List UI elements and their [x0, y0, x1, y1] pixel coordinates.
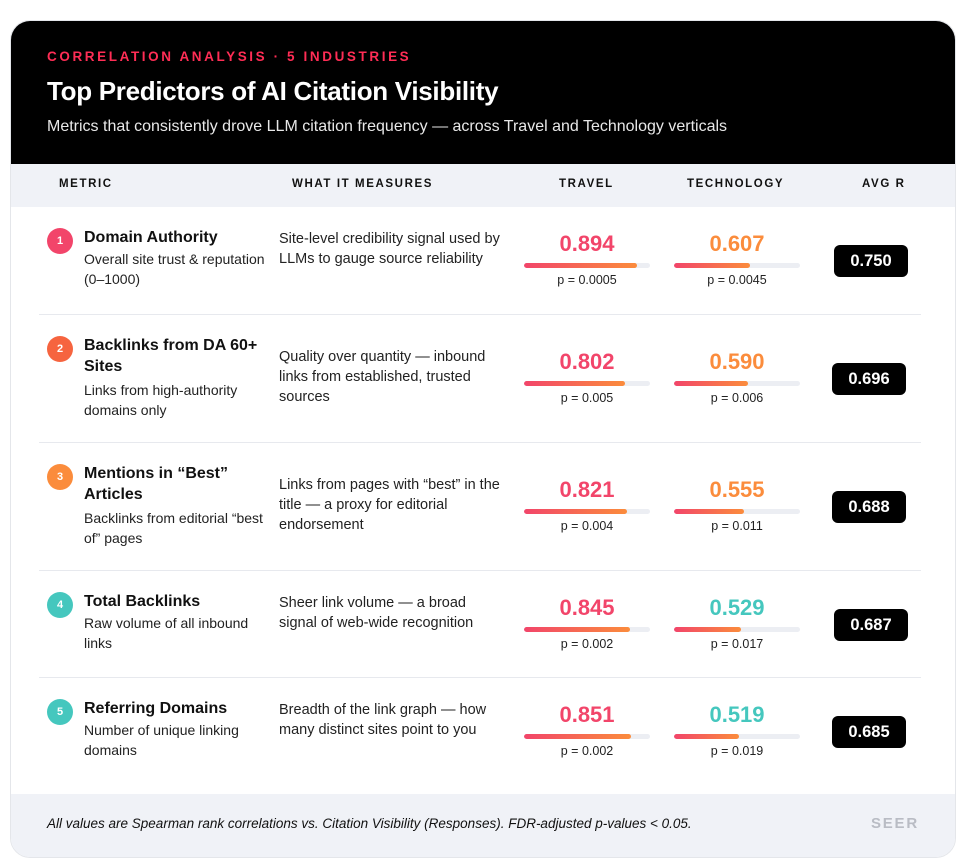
table-row: 1 Domain Authority Overall site trust & re…	[11, 207, 955, 315]
row-divider	[39, 442, 921, 443]
travel-value: 0.851	[559, 702, 615, 727]
rank-badge: 1	[47, 228, 73, 254]
column-header-metric: METRIC	[59, 178, 113, 190]
metric-name: Backlinks from DA 60+ Sites	[84, 337, 258, 375]
technology-bar-track	[674, 509, 800, 514]
footnote: All values are Spearman rank correlation…	[47, 816, 692, 831]
column-header-avg-r: AVG R	[862, 178, 906, 190]
card-header: CORRELATION ANALYSIS · 5 INDUSTRIES Top …	[11, 21, 955, 164]
table-row: 3 Mentions in “Best” Articles Backlinks fr…	[11, 443, 955, 571]
technology-bar-fill	[674, 627, 741, 632]
eyebrow-label: CORRELATION ANALYSIS · 5 INDUSTRIES	[47, 49, 412, 64]
metric-description: Backlinks from editorial “best of” pages	[84, 510, 263, 546]
travel-value: 0.821	[559, 477, 615, 502]
rank-badge: 3	[47, 464, 73, 490]
column-header-row: METRIC WHAT IT MEASURES TRAVEL TECHNOLOG…	[11, 164, 955, 207]
technology-value: 0.590	[709, 349, 765, 374]
metric-name: Mentions in “Best” Articles	[84, 465, 229, 503]
travel-p-value: p = 0.005	[560, 391, 614, 405]
metric-measures: Quality over quantity — inbound links fr…	[279, 349, 486, 405]
technology-value: 0.555	[709, 477, 765, 502]
technology-p-value: p = 0.019	[710, 744, 764, 758]
travel-p-value: p = 0.002	[560, 637, 614, 651]
card-footer: All values are Spearman rank correlation…	[11, 794, 955, 857]
technology-p-value: p = 0.006	[710, 391, 764, 405]
travel-value: 0.845	[559, 595, 615, 620]
travel-value: 0.894	[559, 231, 615, 256]
technology-bar-track	[674, 381, 800, 386]
metric-measures: Breadth of the link graph — how many dis…	[279, 702, 487, 738]
travel-bar-track	[524, 734, 650, 739]
travel-bar-track	[524, 263, 650, 268]
avg-r-badge: 0.685	[832, 716, 906, 748]
travel-bar-fill	[524, 509, 627, 514]
travel-bar-track	[524, 509, 650, 514]
travel-bar-fill	[524, 263, 637, 268]
technology-stat: 0.529 p = 0.017	[674, 595, 800, 651]
table-row: 2 Backlinks from DA 60+ Sites Links from h…	[11, 315, 955, 443]
travel-stat: 0.845 p = 0.002	[524, 595, 650, 651]
metric-measures: Site-level credibility signal used by LL…	[279, 231, 500, 267]
technology-value: 0.529	[709, 595, 765, 620]
avg-r-badge: 0.687	[834, 609, 908, 641]
chart-title: Top Predictors of AI Citation Visibility	[47, 76, 499, 106]
rank-badge: 4	[47, 592, 73, 618]
technology-bar-track	[674, 734, 800, 739]
technology-stat: 0.555 p = 0.011	[674, 477, 800, 533]
avg-r-badge: 0.696	[832, 363, 906, 395]
metric-name: Referring Domains	[84, 700, 228, 717]
correlation-card: CORRELATION ANALYSIS · 5 INDUSTRIES Top …	[10, 20, 956, 858]
brand-logo: SEER	[870, 815, 919, 832]
column-header-measures: WHAT IT MEASURES	[292, 178, 434, 190]
avg-r-badge: 0.750	[834, 245, 908, 277]
travel-bar-fill	[524, 381, 625, 386]
technology-p-value: p = 0.011	[711, 519, 763, 533]
technology-stat: 0.607 p = 0.0045	[674, 231, 800, 287]
technology-bar-fill	[674, 734, 739, 739]
rank-badge: 2	[47, 336, 73, 362]
chart-subtitle: Metrics that consistently drove LLM cita…	[47, 118, 728, 135]
avg-r-badge: 0.688	[832, 491, 906, 523]
travel-p-value: p = 0.004	[560, 519, 614, 533]
technology-p-value: p = 0.017	[710, 637, 764, 651]
metric-description: Overall site trust & reputation (0–1000)	[84, 251, 265, 287]
row-divider	[39, 314, 921, 315]
column-header-travel: TRAVEL	[559, 178, 614, 190]
technology-bar-fill	[674, 381, 748, 386]
column-header-technology: TECHNOLOGY	[687, 178, 785, 190]
table-row: 4 Total Backlinks Raw volume of all inboun…	[11, 571, 955, 678]
row-divider	[39, 677, 921, 678]
technology-p-value: p = 0.0045	[707, 273, 767, 287]
metric-measures: Sheer link volume — a broad signal of we…	[279, 595, 474, 631]
technology-value: 0.607	[709, 231, 765, 256]
technology-stat: 0.590 p = 0.006	[674, 349, 800, 405]
metric-description: Number of unique linking domains	[84, 722, 239, 758]
rank-badge: 5	[47, 699, 73, 725]
travel-bar-fill	[524, 627, 630, 632]
travel-p-value: p = 0.0005	[557, 273, 617, 287]
travel-value: 0.802	[559, 349, 615, 374]
travel-p-value: p = 0.002	[560, 744, 614, 758]
travel-stat: 0.851 p = 0.002	[524, 702, 650, 758]
metric-measures: Links from pages with “best” in the titl…	[279, 477, 500, 533]
technology-bar-fill	[674, 509, 744, 514]
technology-bar-track	[674, 263, 800, 268]
technology-stat: 0.519 p = 0.019	[674, 702, 800, 758]
travel-bar-fill	[524, 734, 631, 739]
table-row: 5 Referring Domains Number of unique linki…	[11, 678, 955, 786]
metric-name: Domain Authority	[84, 229, 218, 246]
travel-bar-track	[524, 381, 650, 386]
technology-value: 0.519	[709, 702, 765, 727]
travel-bar-track	[524, 627, 650, 632]
row-divider	[39, 570, 921, 571]
technology-bar-track	[674, 627, 800, 632]
metric-description: Links from high-authority domains only	[84, 382, 238, 418]
travel-stat: 0.802 p = 0.005	[524, 349, 650, 405]
travel-stat: 0.894 p = 0.0005	[524, 231, 650, 287]
technology-bar-fill	[674, 263, 750, 268]
metric-name: Total Backlinks	[84, 593, 201, 610]
travel-stat: 0.821 p = 0.004	[524, 477, 650, 533]
metric-description: Raw volume of all inbound links	[84, 615, 249, 651]
